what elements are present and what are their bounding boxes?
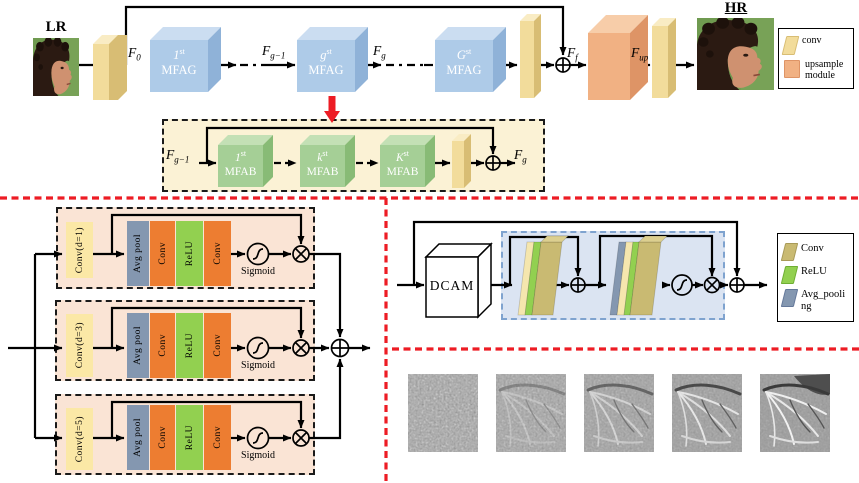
upsample-legend-label: upsample module xyxy=(805,59,844,81)
legend-item-upsample: upsample module xyxy=(784,59,848,81)
conv-slab-3 xyxy=(652,18,676,98)
conv-slab-4 xyxy=(452,134,471,188)
branch-3-avgpool-block: Avg pool xyxy=(127,405,149,470)
mfab-k-block xyxy=(300,135,355,187)
mfag-G-label: Gst MFAG xyxy=(446,47,482,78)
lr-label: LR xyxy=(45,19,67,35)
feature-map-4 xyxy=(672,374,742,452)
legend-item-conv2: Conv xyxy=(780,243,848,262)
mfag-g-label: gst MFAG xyxy=(308,47,344,78)
branch-2-avgpool-block: Avg pool xyxy=(127,313,149,378)
feature-map-2 xyxy=(496,374,566,452)
branch-1-conv-block-a: Conv xyxy=(150,221,175,286)
mfab-1-label: 1st MFAB xyxy=(224,149,257,178)
branch-3-conv-block-a: Conv xyxy=(150,405,175,470)
conv-legend-icon xyxy=(781,36,800,55)
branch-2-relu-block: ReLU xyxy=(176,313,203,378)
branch-3-relu-block: ReLU xyxy=(176,405,203,470)
conv2-legend-icon xyxy=(780,243,799,262)
top-legend: conv upsample module xyxy=(778,28,854,89)
relu-legend-label: ReLU xyxy=(801,266,827,278)
mfag-1-label: 1st MFAG xyxy=(161,47,197,78)
sigmoid-op-2 xyxy=(246,336,270,360)
dcam-block xyxy=(424,242,493,319)
mfab-input-label: Fg−1 xyxy=(166,147,190,165)
branch-3-conv-d5-block: Conv(d=5) xyxy=(66,408,93,470)
add-op-dcam-2 xyxy=(729,277,745,293)
relu-legend-icon xyxy=(780,266,799,285)
multiply-op-1 xyxy=(292,245,310,263)
branch-2-conv-block-b: Conv xyxy=(204,313,231,378)
sigmoid-op-3 xyxy=(246,426,270,450)
branch-2-sigmoid-label: Sigmoid xyxy=(241,360,275,371)
legend-item-relu: ReLU xyxy=(780,266,848,285)
add-op-branches xyxy=(330,338,350,358)
mfab-K-label: Kst MFAB xyxy=(386,149,419,178)
conv-legend-label: conv xyxy=(802,35,822,46)
operators xyxy=(246,57,745,450)
dcam-label: DCAM xyxy=(429,278,475,293)
fg-prev-label: Fg−1 xyxy=(262,43,286,61)
lr-input-image xyxy=(33,38,79,96)
upsample-legend-icon xyxy=(784,60,800,78)
branch-3-sigmoid-label: Sigmoid xyxy=(241,450,275,461)
legend-item-avgpooling: Avg_pooling xyxy=(780,289,848,312)
hr-label: HR xyxy=(724,0,748,16)
conv-relu-conv-stack xyxy=(517,235,569,316)
mfab-output-label: Fg xyxy=(514,147,527,165)
upsample-module-block xyxy=(588,15,648,100)
sigmoid-op-1 xyxy=(246,242,270,266)
mfab-k-label: kst MFAB xyxy=(306,149,339,178)
multiply-op-2 xyxy=(292,339,310,357)
branch-2-conv-d3-block: Conv(d=3) xyxy=(66,314,93,377)
conv2-legend-label: Conv xyxy=(801,243,824,255)
dcam-legend: Conv ReLU Avg_pooling xyxy=(777,233,854,322)
feature-map-3 xyxy=(584,374,654,452)
hr-output-image xyxy=(697,18,774,90)
fup-label: Fup xyxy=(631,45,649,63)
section-dividers xyxy=(0,196,859,483)
feature-map-1 xyxy=(408,374,478,452)
mfab-K-block xyxy=(380,135,435,187)
add-op-top xyxy=(555,57,571,73)
fg-label: Fg xyxy=(373,43,386,61)
add-op-mfab xyxy=(485,155,501,171)
pool-conv-relu-conv-stack xyxy=(609,235,668,316)
branch-connectors xyxy=(8,213,371,442)
feature-map-5 xyxy=(760,374,830,452)
branch-1-conv-d1-block: Conv(d=1) xyxy=(66,222,93,278)
branch-1-relu-block: ReLU xyxy=(176,221,203,286)
avgpooling-legend-icon xyxy=(780,289,799,308)
multiply-op-dcam xyxy=(703,276,721,294)
branch-1-sigmoid-label: Sigmoid xyxy=(241,266,275,277)
f0-label: F0 xyxy=(128,45,141,63)
mfag-g-block xyxy=(297,27,368,92)
legend-item-conv: conv xyxy=(781,35,848,55)
multiply-op-3 xyxy=(292,429,310,447)
branch-1-conv-block-b: Conv xyxy=(204,221,231,286)
conv-slab-1 xyxy=(93,35,127,100)
ff-label: Ff xyxy=(567,45,578,63)
conv-slab-2 xyxy=(520,14,541,98)
branch-1-avgpool-block: Avg pool xyxy=(127,221,149,286)
avgpooling-legend-label: Avg_pooling xyxy=(801,289,846,312)
mfag-zoom-arrow xyxy=(324,96,340,123)
branch-3-conv-block-b: Conv xyxy=(204,405,231,470)
sigmoid-op-dcam xyxy=(671,274,693,296)
mfag-G-block xyxy=(435,27,506,92)
add-op-dcam-1 xyxy=(570,277,586,293)
branch-2-conv-block-a: Conv xyxy=(150,313,175,378)
mfag-1-block xyxy=(150,27,221,92)
mfab-1-block xyxy=(218,135,273,187)
